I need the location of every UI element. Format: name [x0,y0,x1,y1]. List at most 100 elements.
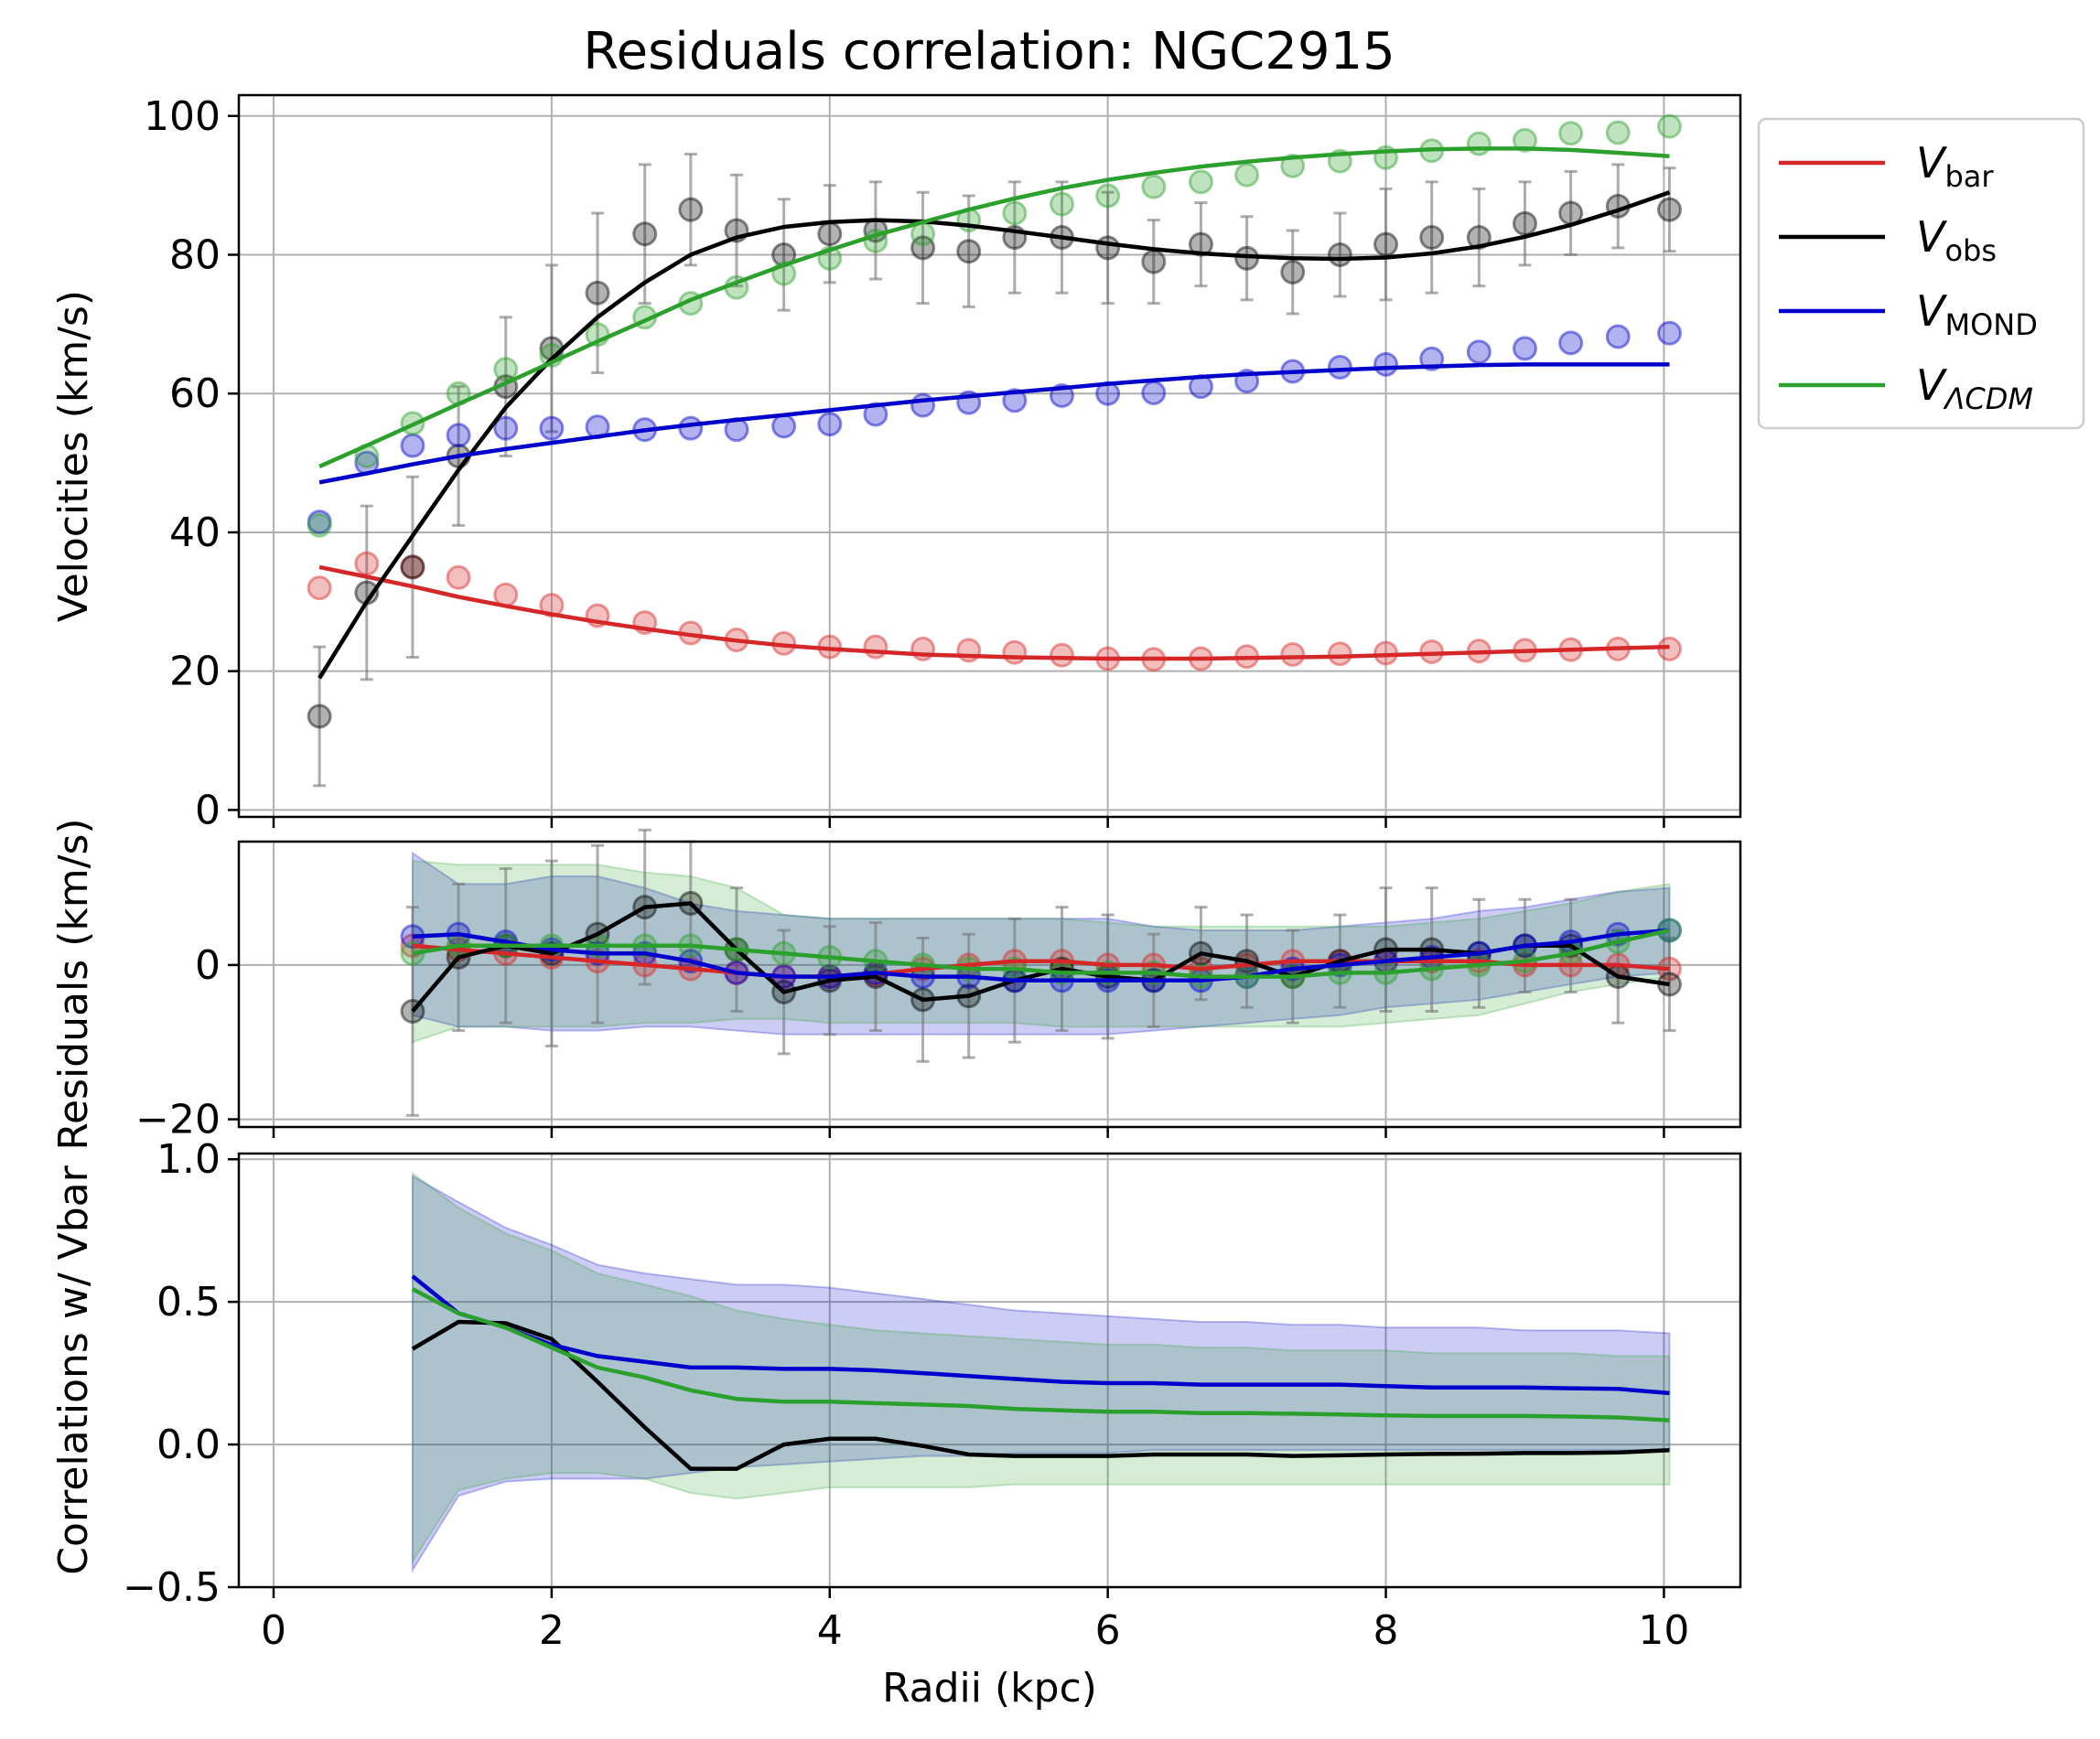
series-line [412,943,1670,979]
data-point [1095,183,1121,209]
data-point [863,634,888,660]
x-tick-label: 2 [539,1607,565,1654]
data-point [400,433,425,458]
data-point [1512,127,1537,153]
y-tick-label: −0.5 [123,1564,221,1611]
data-point [1605,120,1631,145]
axes-frame [237,840,1742,1129]
data-point [1280,153,1306,178]
series-line [411,901,1670,1013]
data-point [1657,197,1683,222]
y-tick-label: 60 [169,370,221,417]
y-tick-label: 1.0 [156,1136,221,1183]
correlations-panel: −0.5 0.0 0.5 1.0 Correlations w/ Vbar 0 2 4 6 8 10… [50,1136,1742,1712]
data-point [1373,231,1399,257]
series-line [411,1287,1670,1422]
x-axis-label: Radii (kpc) [882,1665,1097,1712]
data-point [678,197,704,222]
series-line [412,928,1670,983]
fit-line [318,146,1670,468]
data-point [1657,320,1683,346]
data-point [1605,324,1631,349]
data-point [400,554,425,580]
data-point [585,280,610,306]
data-point [956,239,982,264]
data-point [1095,235,1121,261]
axes-frame [237,1152,1742,1589]
data-point [1141,249,1167,274]
velocities-panel: 0 20 40 60 80 100 Velocities (km/s) [50,93,1742,833]
data-point [1234,162,1260,188]
legend-label: VMOND [1916,286,2038,342]
data-point [400,554,425,580]
chart-title: Residuals correlation: NGC2915 [583,22,1395,81]
uncertainty-band [411,1171,1671,1565]
data-point [817,221,843,247]
series-line [411,1319,1670,1471]
data-point [1558,121,1584,146]
y-tick-label: 80 [169,231,221,278]
data-point [1188,169,1213,195]
data-point [771,413,797,439]
x-tick-label: 0 [261,1607,286,1654]
data-point [1373,351,1399,377]
data-point [1512,210,1537,236]
data-point [1050,642,1075,668]
data-point [307,510,332,535]
data-point [1280,641,1306,667]
data-point [1002,388,1028,413]
data-point [1280,259,1306,284]
legend: Vbar Vobs VMOND VΛCDM [1757,117,2085,430]
data-point [1141,380,1167,405]
y-tick-label: 0 [195,787,221,833]
data-point [1466,339,1492,365]
y-axis-label: Residuals (km/s) [50,818,97,1150]
data-point [1141,174,1167,199]
data-point [539,415,565,441]
data-point [1002,200,1028,226]
data-point [1327,641,1352,667]
y-tick-label: 40 [169,510,221,556]
series-line [411,1274,1670,1396]
y-tick-label: −20 [135,1097,221,1143]
data-point [307,512,332,538]
data-point [1466,131,1492,156]
fit-line [318,190,1671,680]
x-tick-label: 10 [1638,1607,1689,1654]
legend-label: VΛCDM [1916,360,2033,416]
data-point [446,564,471,590]
axes-frame [237,93,1742,819]
data-point [1327,242,1352,267]
fit-line [318,564,1670,661]
data-point [910,392,936,418]
data-point [446,423,471,448]
data-point [817,412,843,437]
x-tick-label: 4 [817,1607,843,1654]
fit-line [318,362,1670,485]
y-tick-label: 0.0 [156,1422,221,1468]
data-point [1002,639,1028,665]
data-point [307,575,332,601]
data-point [910,235,936,261]
y-tick-label: 100 [144,93,221,140]
data-point [632,221,658,247]
y-tick-label: 20 [169,649,221,695]
x-tick-label: 8 [1373,1607,1399,1654]
residuals-panel: −20 0 Residuals (km/s) [50,818,1742,1151]
x-tick-label: 6 [1095,1607,1121,1654]
y-axis-label: Correlations w/ Vbar [50,1165,97,1574]
data-point [493,357,519,382]
data-point [1327,354,1352,380]
legend-label: Vobs [1916,212,1997,268]
data-point [1558,330,1584,356]
y-tick-label: 0.5 [156,1279,221,1326]
legend-frame [1757,117,2085,430]
legend-label: Vbar [1916,138,1994,194]
data-point [1050,191,1075,217]
y-axis-label: Velocities (km/s) [50,290,97,622]
series-line [412,928,1670,979]
data-point [493,415,519,441]
data-point [1657,113,1683,139]
data-point [354,551,380,576]
